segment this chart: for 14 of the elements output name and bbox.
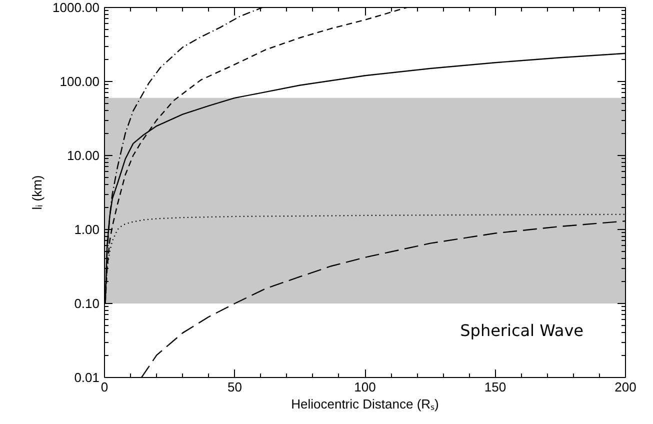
y-tick-label: 1000.00 — [52, 0, 100, 15]
y-tick-label: 10.00 — [66, 148, 100, 163]
x-tick-label: 0 — [100, 380, 108, 394]
x-tick-label: 200 — [614, 380, 636, 394]
y-tick-label: 1.00 — [74, 222, 100, 237]
x-tick-label: 150 — [484, 380, 506, 394]
y-tick-label: 0.10 — [74, 296, 100, 311]
y-axis-title: lᵢ (km) — [30, 175, 45, 210]
annotation: Spherical Wave — [460, 321, 584, 340]
y-tick-label: 100.00 — [60, 74, 100, 89]
x-axis-title: Heliocentric Distance (Rₛ) — [291, 396, 439, 412]
x-tick-label: 100 — [354, 380, 376, 394]
y-tick-label: 0.01 — [74, 370, 100, 385]
x-tick-label: 50 — [228, 380, 242, 394]
